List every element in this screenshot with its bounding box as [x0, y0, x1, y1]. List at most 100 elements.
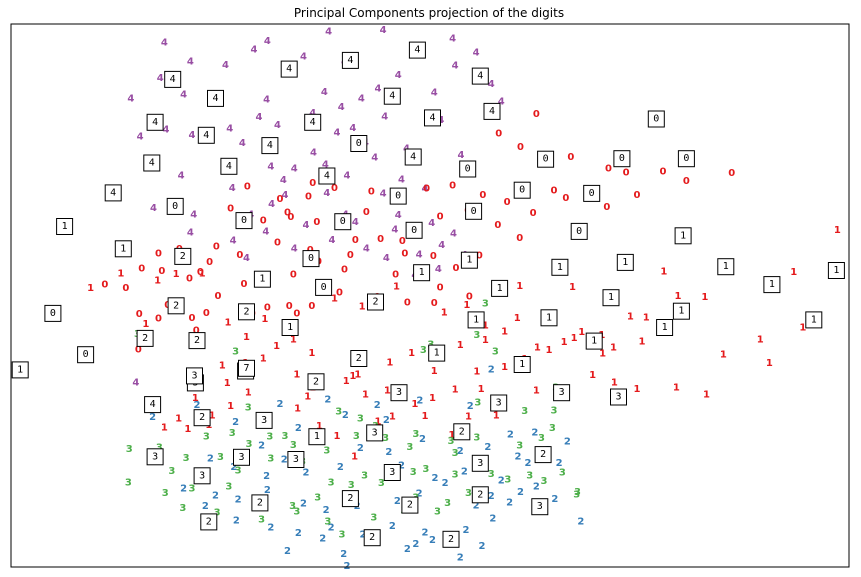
digit-point-3-47: 3 [370, 513, 377, 524]
thumbnail-frame [193, 409, 211, 427]
digit-thumbnail-91: 3 [193, 467, 211, 485]
digit-point-0-70: 0 [155, 313, 162, 324]
digit-point-4-68: 4 [309, 108, 316, 119]
digit-point-1-64: 1 [561, 337, 568, 348]
digit-point-4-34: 4 [322, 160, 329, 171]
digit-thumbnail-16: 4 [318, 167, 336, 185]
digit-point-4-24: 4 [137, 131, 144, 142]
digit-point-0-61: 0 [336, 287, 343, 298]
digit-point-2-2: 2 [232, 417, 239, 428]
digit-point-4-71: 4 [256, 112, 263, 123]
thumbnail-frame [174, 247, 192, 265]
thumbnail-digit-image: 0 [50, 308, 56, 319]
digit-point-4-16: 4 [180, 90, 187, 101]
thumbnail-digit-image: 2 [180, 251, 186, 262]
thumbnail-digit-image: 4 [489, 106, 495, 117]
thumbnail-digit-image: 1 [591, 336, 597, 347]
digit-point-2-20: 2 [263, 471, 270, 482]
digit-thumbnail-61: 2 [174, 247, 192, 265]
thumbnail-frame [308, 428, 326, 446]
thumbnail-frame [280, 60, 298, 78]
thumbnail-digit-image: 1 [62, 221, 68, 232]
thumbnail-frame [827, 262, 845, 279]
thumbnail-frame [647, 110, 665, 128]
digit-thumbnail-2: 4 [341, 51, 359, 69]
digit-point-3-31: 3 [225, 482, 232, 493]
digit-thumbnail-57: 1 [428, 344, 446, 362]
digit-point-2-19: 2 [230, 462, 237, 473]
digit-point-0-9: 0 [634, 190, 641, 201]
thumbnail-frame [287, 451, 305, 468]
digit-point-4-52: 4 [428, 218, 435, 229]
digit-point-0-23: 0 [530, 208, 537, 219]
thumbnail-frame [341, 51, 359, 69]
digit-point-1-68: 1 [351, 451, 358, 462]
digit-point-3-64: 3 [232, 347, 239, 358]
digit-point-1-91: 1 [304, 392, 311, 403]
digit-point-1-72: 1 [493, 411, 500, 422]
digit-point-1-23: 1 [701, 292, 708, 303]
thumbnail-digit-image: 4 [226, 161, 232, 172]
digit-thumbnail-9: 4 [304, 113, 322, 131]
digit-thumbnail-68: 2 [307, 373, 325, 391]
thumbnail-digit-image: 3 [389, 467, 395, 478]
digit-thumbnail-88: 3 [233, 448, 250, 466]
digit-point-2-65: 2 [517, 487, 524, 498]
digit-point-2-70: 2 [212, 490, 219, 501]
digit-thumbnail-73: 2 [341, 490, 359, 508]
digit-point-4-38: 4 [178, 171, 185, 182]
digit-thumbnail-45: 1 [674, 227, 692, 245]
digit-thumbnail-31: 0 [570, 222, 588, 240]
digit-point-1-92: 1 [224, 378, 231, 389]
digit-point-1-44: 1 [308, 348, 315, 359]
thumbnail-digit-image: 2 [407, 500, 413, 511]
digit-point-2-47: 2 [295, 528, 302, 539]
digit-point-1-46: 1 [273, 341, 280, 352]
digit-point-3-76: 3 [339, 530, 346, 541]
digit-point-0-26: 0 [287, 212, 294, 223]
thumbnail-digit-image: 0 [395, 191, 401, 202]
thumbnail-digit-image: 1 [473, 314, 479, 325]
thumbnail-frame [233, 448, 250, 466]
digit-point-3-15: 3 [168, 466, 175, 477]
digit-point-4-8: 4 [222, 60, 229, 71]
digit-point-2-1: 2 [194, 400, 201, 411]
digit-point-0-5: 0 [623, 167, 630, 178]
digit-point-2-60: 2 [457, 552, 464, 563]
digit-thumbnail-3: 4 [408, 41, 426, 59]
thumbnail-digit-image: 3 [372, 427, 378, 438]
thumbnail-digit-image: 0 [321, 282, 327, 293]
digit-thumbnail-28: 0 [235, 212, 253, 230]
digit-point-4-14: 4 [488, 79, 495, 90]
digit-thumbnail-25: 0 [583, 184, 601, 202]
digit-point-2-28: 2 [525, 458, 532, 469]
digit-point-0-31: 0 [494, 220, 501, 231]
thumbnail-frame [207, 89, 224, 107]
digit-point-3-2: 3 [217, 452, 224, 463]
thumbnail-frame [583, 184, 601, 202]
thumbnail-digit-image: 4 [212, 93, 218, 104]
thumbnail-frame [483, 102, 501, 120]
digit-point-3-74: 3 [357, 413, 364, 424]
digit-point-0-38: 0 [377, 234, 384, 245]
digit-point-4-4: 4 [449, 34, 456, 45]
thumbnail-frame [146, 113, 164, 131]
digit-point-0-76: 0 [352, 235, 359, 246]
digit-point-0-21: 0 [479, 190, 486, 201]
thumbnail-digit-image: 2 [347, 493, 353, 504]
digit-point-4-56: 4 [291, 243, 298, 254]
thumbnail-frame [200, 513, 218, 531]
digit-point-2-53: 2 [489, 514, 496, 525]
digit-point-0-60: 0 [293, 309, 300, 320]
digit-point-1-43: 1 [349, 371, 356, 382]
digit-point-1-14: 1 [501, 326, 508, 337]
thumbnail-digit-image: 4 [267, 140, 273, 151]
thumbnail-digit-image: 0 [576, 226, 582, 237]
digit-point-1-31: 1 [673, 382, 680, 393]
thumbnail-digit-image: 0 [83, 349, 89, 360]
digit-point-3-50: 3 [465, 488, 472, 499]
digit-point-3-51: 3 [573, 489, 580, 500]
digit-point-3-52: 3 [574, 487, 581, 498]
digit-point-3-9: 3 [412, 429, 419, 440]
digit-point-1-21: 1 [660, 267, 667, 278]
